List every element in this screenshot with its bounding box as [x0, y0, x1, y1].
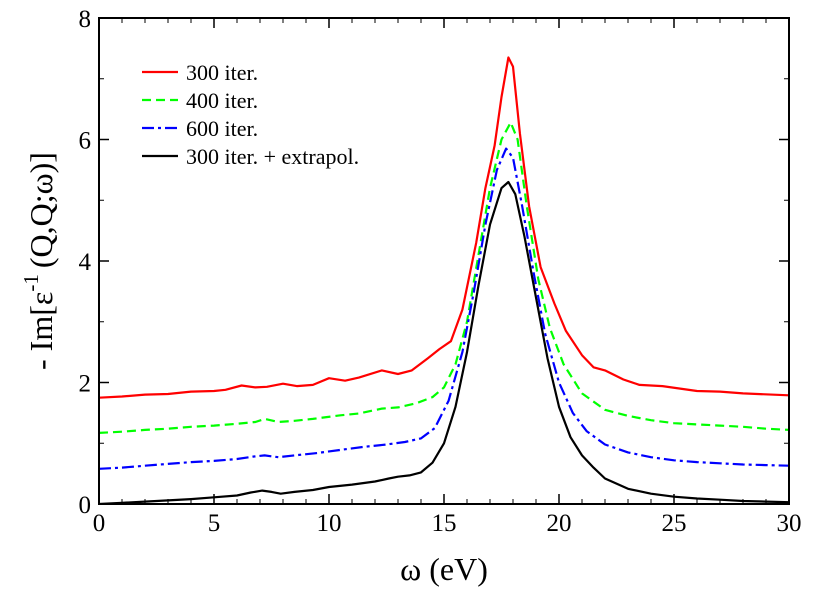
- x-tick-label: 0: [93, 510, 106, 537]
- legend-label-4: 300 iter. + extrapol.: [186, 144, 359, 169]
- series-line-2: [99, 121, 789, 434]
- series-line-1: [99, 56, 789, 399]
- y-tick-label: 6: [79, 128, 92, 155]
- x-tick-label: 25: [662, 510, 687, 537]
- y-axis-label-rest: (Q,Q;ω)]: [23, 152, 59, 268]
- y-tick-label: 0: [79, 492, 92, 519]
- legend-label-3: 600 iter.: [186, 116, 258, 141]
- x-tick-label: 5: [208, 510, 221, 537]
- y-tick-label: 4: [79, 249, 92, 276]
- ticks-layer: 0 5 10 15 20 25 30 0 2 4 6 8: [79, 6, 802, 537]
- series-line-4: [99, 180, 789, 504]
- y-tick-label: 8: [79, 6, 92, 33]
- x-axis-label: ω (eV): [400, 551, 488, 587]
- x-tick-label: 30: [777, 510, 802, 537]
- legend-label-2: 400 iter.: [186, 88, 258, 113]
- x-tick-label: 20: [547, 510, 572, 537]
- x-tick-label: 10: [317, 510, 342, 537]
- y-axis-label-main: - Im[ε: [23, 292, 59, 370]
- series-layer: [99, 56, 789, 504]
- x-tick-label: 15: [432, 510, 457, 537]
- y-tick-label: 2: [79, 371, 92, 398]
- legend: 300 iter. 400 iter. 600 iter. 300 iter. + e…: [142, 60, 359, 169]
- series-line-3: [99, 147, 789, 470]
- y-axis-label-superscript: -1: [19, 274, 43, 292]
- legend-label-1: 300 iter.: [186, 60, 258, 85]
- y-axis-label: - Im[ε-1 (Q,Q;ω)]: [19, 152, 59, 370]
